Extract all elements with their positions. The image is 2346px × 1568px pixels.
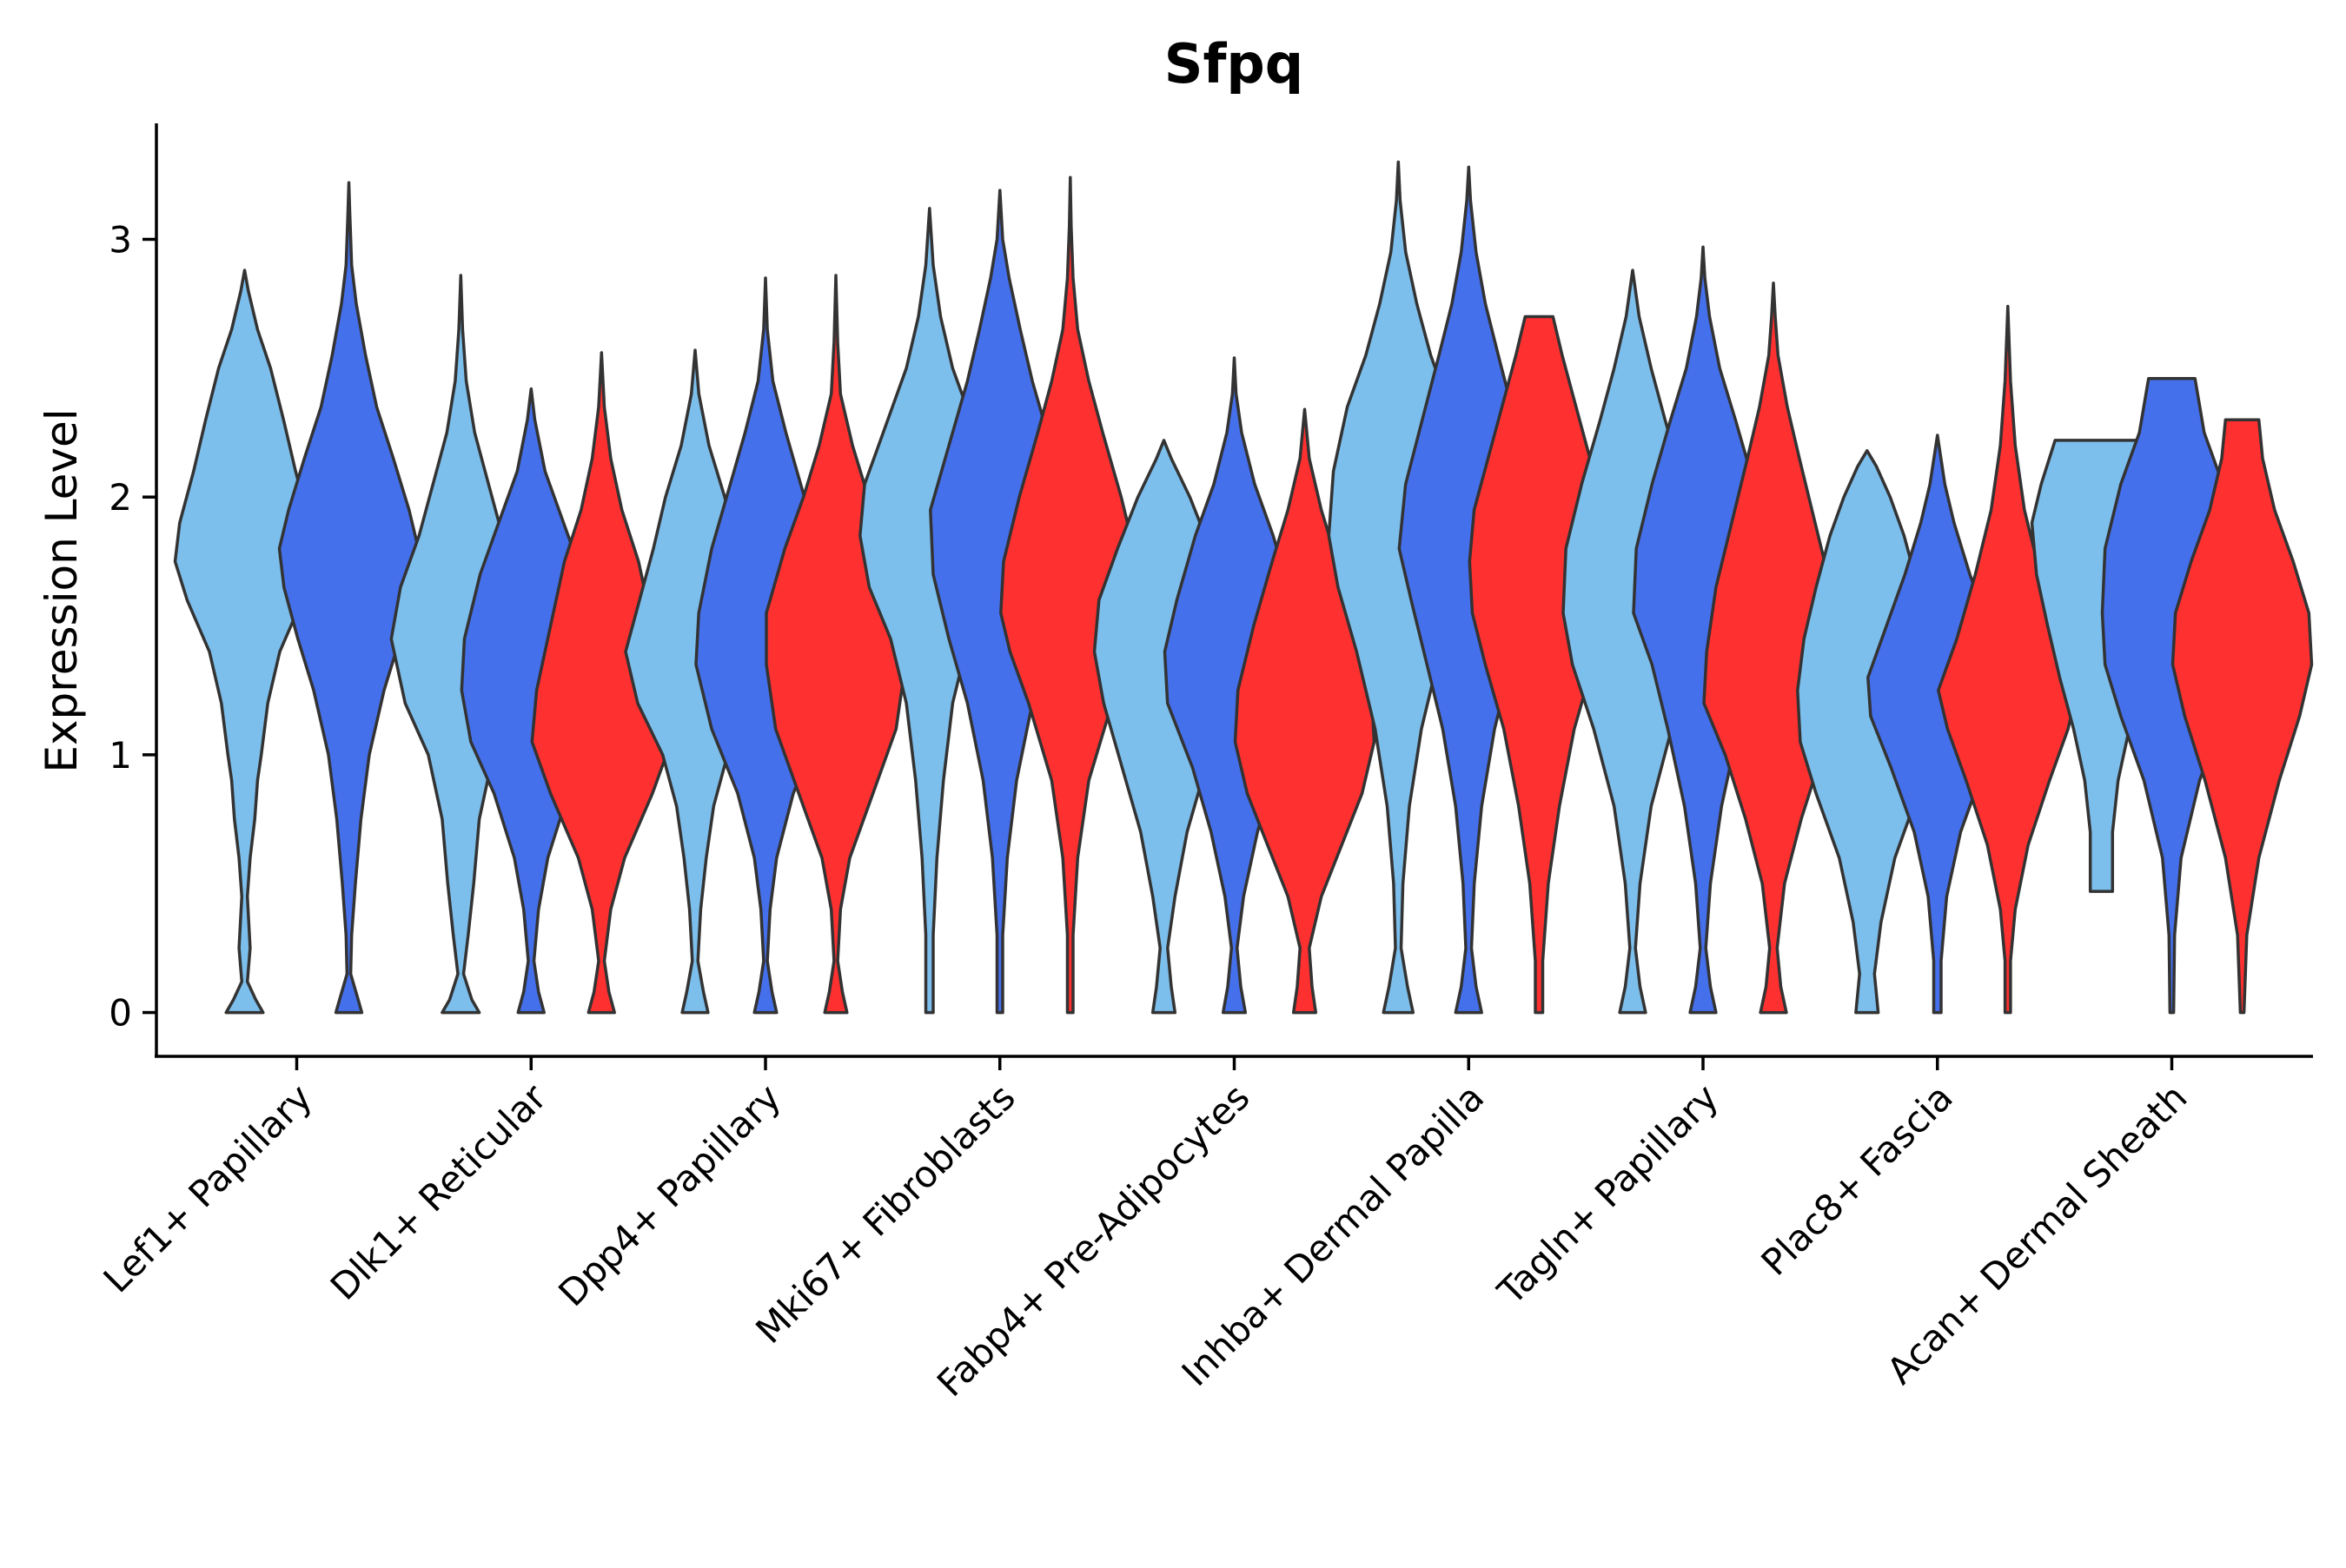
- violin-tagln-papillary-series-3: [1702, 281, 1845, 1015]
- violin-dpp4-papillary-series-3: [765, 274, 907, 1015]
- violin-tagln-papillary-series-2: [1632, 245, 1774, 1015]
- violin-group-inhba-dermal-papilla: [1327, 160, 1611, 1015]
- violin-lef1-papillary-series-1: [173, 268, 316, 1015]
- y-tick-label: 1: [109, 734, 132, 777]
- violin-fabp4-pre-adipocytes-series-3: [1233, 407, 1376, 1015]
- violin-acan-dermal-sheath-series-3: [2170, 418, 2314, 1015]
- violin-group-mki67-fibroblasts: [858, 175, 1142, 1015]
- violin-inhba-dermal-papilla-series-3: [1468, 314, 1611, 1015]
- y-tick-label: 0: [109, 992, 132, 1035]
- violin-dpp4-papillary-series-1: [624, 348, 766, 1015]
- chart-title: Sfpq: [1164, 32, 1303, 96]
- violin-group-dlk1-reticular: [389, 274, 673, 1015]
- violin-fabp4-pre-adipocytes-series-2: [1163, 356, 1306, 1015]
- violin-group-dpp4-papillary: [624, 274, 907, 1015]
- y-tick-label: 2: [109, 476, 132, 519]
- violin-group-lef1-papillary: [173, 181, 421, 1015]
- violin-group-tagln-papillary: [1561, 245, 1845, 1015]
- violin-dlk1-reticular-series-3: [530, 351, 673, 1015]
- x-tick-label-mki67-fibroblasts: Mki67+ Fibroblasts: [747, 1075, 1023, 1351]
- x-tick-label-lef1-papillary: Lef1+ Papillary: [96, 1075, 321, 1300]
- violin-dlk1-reticular-series-2: [460, 387, 603, 1015]
- violin-group-fabp4-pre-adipocytes: [1092, 356, 1376, 1015]
- violin-plac8-fascia-series-3: [1937, 304, 2079, 1015]
- violin-plac8-fascia-series-2: [1866, 433, 2009, 1015]
- violin-group-plac8-fascia: [1796, 304, 2079, 1015]
- violins-layer: [173, 160, 2314, 1015]
- x-tick-label-dlk1-reticular: Dlk1+ Reticular: [322, 1075, 555, 1308]
- violin-lef1-papillary-series-2: [277, 181, 421, 1015]
- y-axis-label: Expression Level: [36, 408, 87, 772]
- violin-inhba-dermal-papilla-series-2: [1397, 165, 1541, 1015]
- y-tick-label: 3: [109, 219, 132, 261]
- x-tick-label-plac8-fascia: Plac8+ Fascia: [1753, 1075, 1960, 1283]
- y-ticks: 0 1 2 3: [109, 219, 156, 1035]
- violin-dlk1-reticular-series-1: [389, 274, 533, 1015]
- violin-group-acan-dermal-sheath: [2030, 376, 2314, 1015]
- x-tick-label-dpp4-papillary: Dpp4+ Papillary: [550, 1075, 789, 1314]
- x-tick-label-tagln-papillary: Tagln+ Papillary: [1489, 1075, 1726, 1313]
